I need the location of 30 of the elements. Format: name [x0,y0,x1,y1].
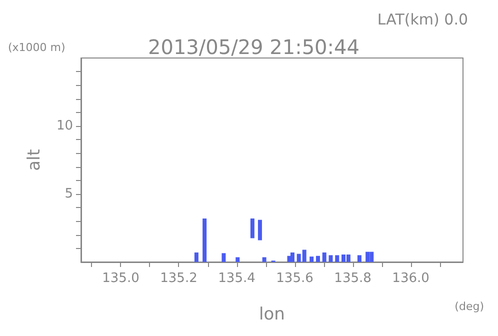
text: (x1000 m) [8,41,66,54]
x-tick-label: 135.6 [276,271,314,286]
x-tick-label: 136.0 [392,271,430,286]
text: (deg) [454,300,484,313]
bar [328,255,333,262]
bar [357,255,362,262]
x-tick-label: 135.8 [334,271,372,286]
bar [322,252,326,262]
y-axis-title: alt [24,148,44,171]
bar [250,218,254,238]
y-tick-label: 5 [64,186,73,202]
chart-subtitle: LAT(km) 0.0 [377,10,468,28]
bar [316,256,320,262]
x-tick-label: 135.2 [160,271,198,286]
bar [236,257,240,262]
x-axis-title: lon [259,304,285,324]
x-tick-label: 135.0 [102,271,140,286]
chart-title: 2013/05/29 21:50:44 [148,35,360,59]
bar [222,253,226,262]
bar [335,255,340,262]
bar [258,220,262,240]
bar [310,256,314,262]
y-tick-label: 10 [56,118,73,134]
x-tick-label: 135.4 [218,271,256,286]
bar [370,252,374,262]
bar [366,252,370,262]
bar [290,252,294,262]
bar [194,252,198,262]
bar [202,218,207,262]
bar [262,257,266,262]
